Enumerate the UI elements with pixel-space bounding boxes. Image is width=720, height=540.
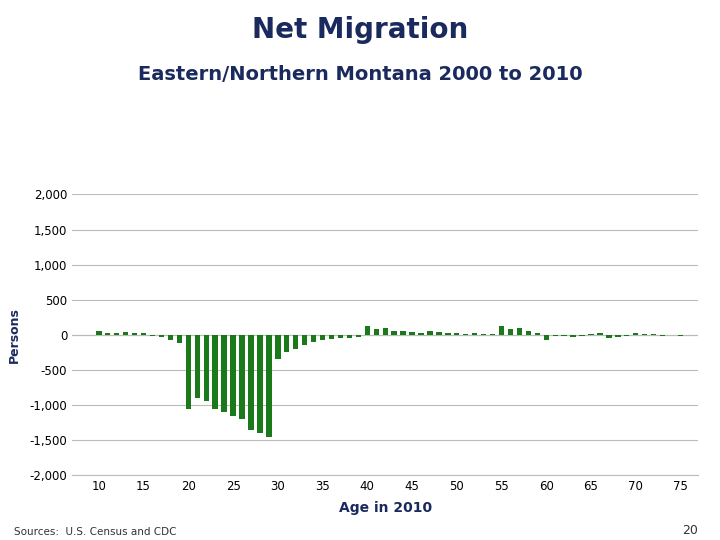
Text: Net Migration: Net Migration <box>252 16 468 44</box>
Bar <box>427 330 433 335</box>
Bar <box>606 335 611 338</box>
Bar <box>463 334 469 335</box>
Bar <box>212 335 218 408</box>
Bar <box>105 333 110 335</box>
Bar <box>114 333 120 335</box>
Bar <box>580 335 585 336</box>
Bar <box>445 333 451 335</box>
Bar <box>436 332 441 335</box>
Bar <box>132 333 138 335</box>
Bar <box>150 335 156 336</box>
Bar <box>552 335 558 336</box>
Bar <box>490 334 495 335</box>
Bar <box>410 332 415 335</box>
Bar <box>239 335 245 419</box>
Text: Sources:  U.S. Census and CDC: Sources: U.S. Census and CDC <box>14 527 177 537</box>
Bar <box>356 335 361 337</box>
Bar <box>481 334 486 335</box>
Bar <box>364 326 370 335</box>
Bar <box>642 334 647 335</box>
X-axis label: Age in 2010: Age in 2010 <box>338 502 432 515</box>
Bar <box>123 332 128 335</box>
Bar <box>141 333 146 335</box>
Bar <box>204 335 209 402</box>
Bar <box>284 335 289 353</box>
Bar <box>248 335 253 430</box>
Bar <box>230 335 235 416</box>
Bar <box>329 335 334 339</box>
Bar <box>454 333 459 335</box>
Bar <box>588 334 594 335</box>
Bar <box>633 333 639 335</box>
Bar <box>168 335 173 340</box>
Bar <box>222 335 227 412</box>
Bar <box>570 335 576 337</box>
Bar <box>615 335 621 337</box>
Bar <box>96 332 102 335</box>
Bar <box>320 335 325 340</box>
Text: Eastern/Northern Montana 2000 to 2010: Eastern/Northern Montana 2000 to 2010 <box>138 65 582 84</box>
Bar <box>347 335 352 338</box>
Bar <box>544 335 549 340</box>
Bar <box>257 335 263 433</box>
Bar <box>400 332 406 335</box>
Bar <box>418 333 423 335</box>
Bar <box>382 328 388 335</box>
Bar <box>159 335 164 337</box>
Bar <box>392 330 397 335</box>
Bar <box>517 328 522 335</box>
Text: 20: 20 <box>683 524 698 537</box>
Bar <box>302 335 307 346</box>
Bar <box>624 335 629 336</box>
Bar <box>535 333 540 335</box>
Bar <box>472 333 477 335</box>
Bar <box>338 335 343 338</box>
Bar <box>374 329 379 335</box>
Bar <box>194 335 200 398</box>
Bar <box>266 335 271 436</box>
Bar <box>186 335 191 408</box>
Bar <box>311 335 316 342</box>
Bar <box>275 335 281 360</box>
Bar <box>293 335 298 349</box>
Bar <box>508 329 513 335</box>
Bar <box>499 326 504 335</box>
Bar <box>598 333 603 335</box>
Y-axis label: Persons: Persons <box>8 307 21 363</box>
Bar <box>176 335 182 343</box>
Bar <box>526 332 531 335</box>
